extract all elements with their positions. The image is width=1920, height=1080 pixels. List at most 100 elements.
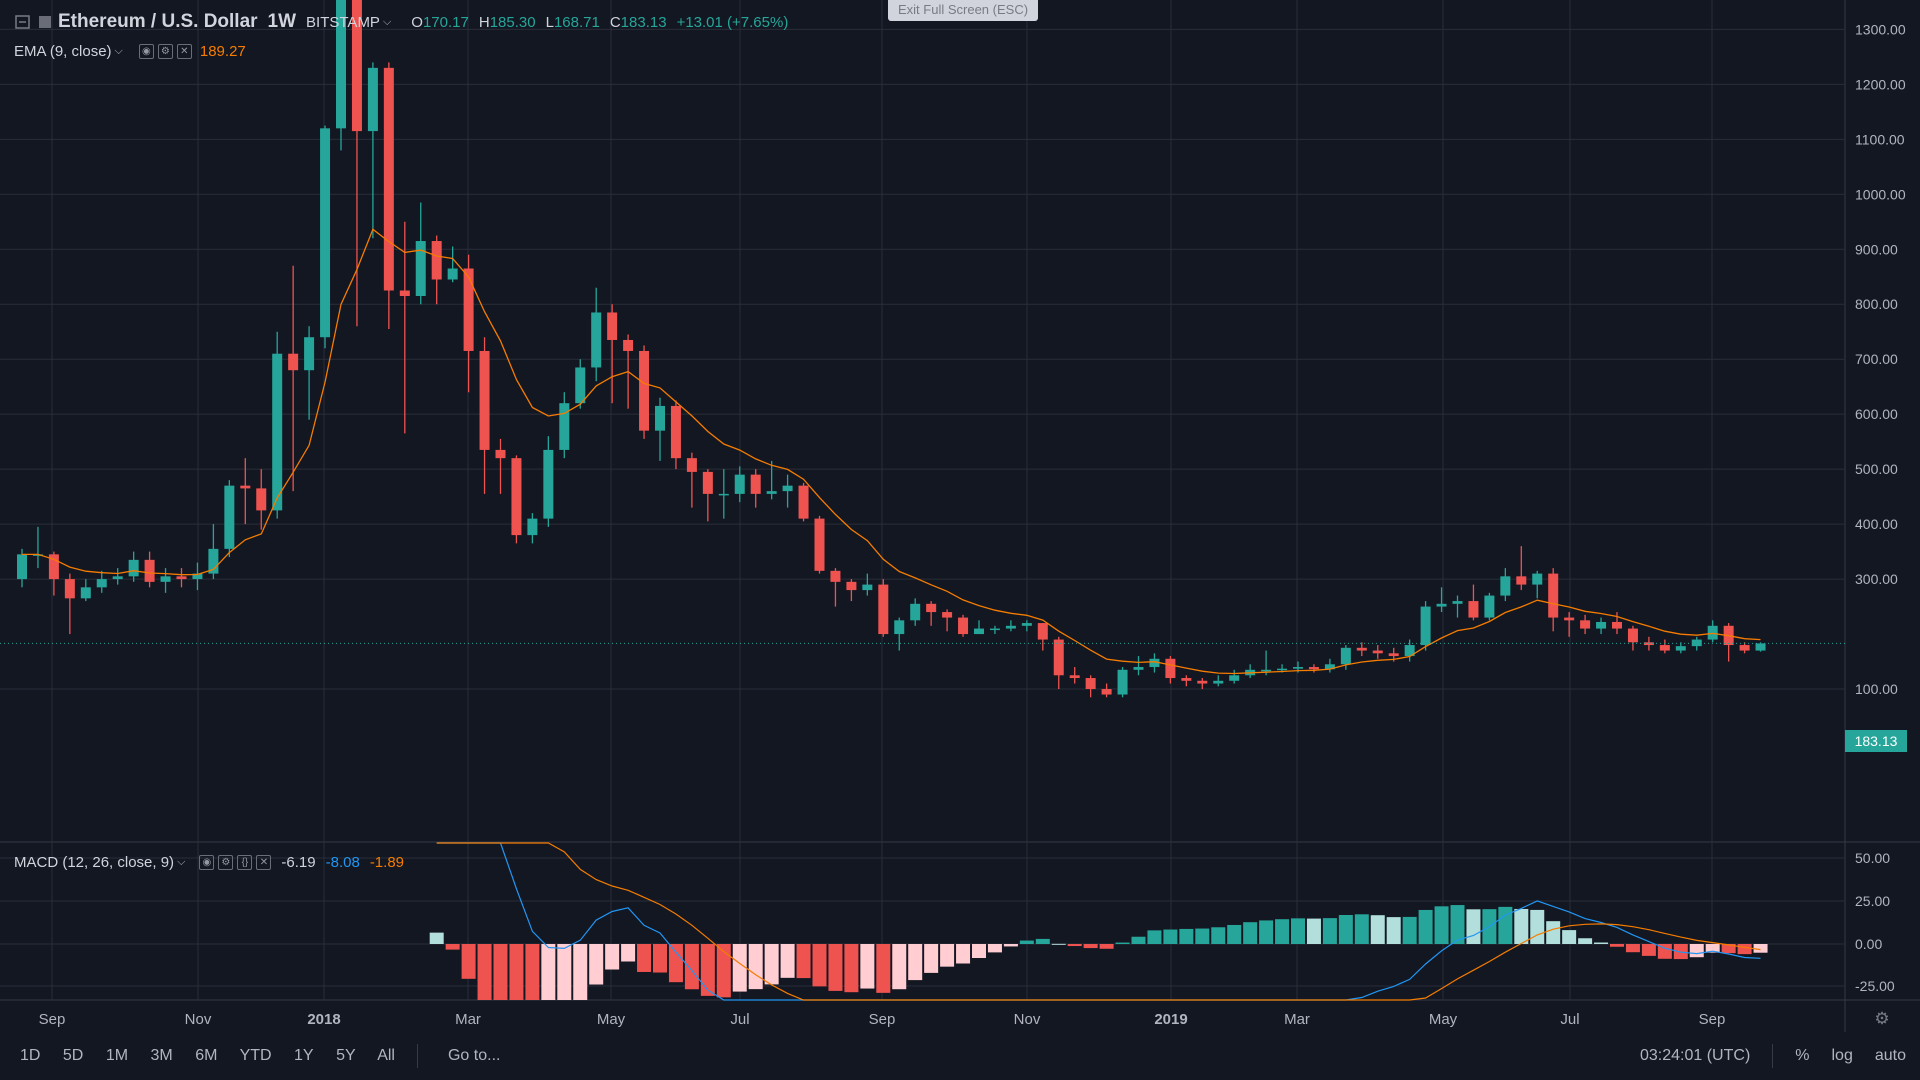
- candle-body: [1277, 668, 1288, 671]
- macd-histogram-bar: [844, 944, 859, 993]
- price-axis-label: 700.00: [1855, 351, 1898, 367]
- settings-icon[interactable]: ⚙: [1874, 1009, 1889, 1028]
- macd-histogram-bar: [812, 944, 827, 987]
- bottom-toolbar: 1D 5D 1M 3M 6M YTD 1Y 5Y All Go to... 03…: [0, 1032, 1920, 1080]
- symbol-header: Ethereum / U.S. Dollar 1W BITSTAMP ⌵ O 1…: [14, 10, 788, 34]
- collapse-icon[interactable]: [14, 13, 32, 31]
- macd-histogram-bar: [764, 944, 779, 985]
- macd-histogram-bar: [1466, 909, 1481, 944]
- macd-histogram-bar: [700, 944, 715, 996]
- macd-histogram-bar: [1003, 944, 1018, 947]
- eye-icon[interactable]: ◉: [138, 44, 154, 59]
- candle-body: [415, 241, 426, 296]
- macd-histogram-bar: [541, 944, 556, 1000]
- symbol-name[interactable]: Ethereum / U.S. Dollar: [58, 11, 258, 32]
- range-1y[interactable]: 1Y: [294, 1047, 314, 1064]
- macd-line: [436, 842, 1761, 1001]
- auto-toggle[interactable]: auto: [1874, 1047, 1906, 1064]
- exit-fullscreen-button[interactable]: Exit Full Screen (ESC): [888, 0, 1039, 21]
- candle-body: [1197, 680, 1208, 684]
- candle-body: [208, 548, 219, 574]
- range-5y[interactable]: 5Y: [336, 1047, 356, 1064]
- price-axis-label: 900.00: [1855, 241, 1898, 257]
- macd-histogram-bar: [589, 944, 604, 985]
- candle-body: [511, 458, 522, 536]
- macd-histogram-bar: [557, 944, 572, 1000]
- chevron-down-icon[interactable]: ⌵: [114, 45, 123, 57]
- macd-legend[interactable]: MACD (12, 26, close, 9) ⌵ ◉ ⚙ {} ✕ -6.19…: [14, 854, 404, 871]
- open-value: 170.17: [422, 13, 469, 31]
- candle-body: [383, 67, 394, 291]
- interval-label[interactable]: 1W: [267, 11, 297, 32]
- price-axis-label: 1100.00: [1855, 131, 1905, 147]
- ema-label[interactable]: EMA (9, close): [14, 43, 112, 60]
- candle-body: [1229, 675, 1240, 681]
- candle-body: [1739, 645, 1750, 651]
- candle-body: [670, 405, 681, 459]
- eye-icon[interactable]: ◉: [199, 855, 215, 870]
- time-axis-label: Sep: [869, 1011, 896, 1028]
- candle-body: [655, 405, 665, 431]
- candle-body: [399, 290, 410, 296]
- macd-histogram-bar: [1035, 938, 1050, 944]
- chevron-down-icon[interactable]: ⌵: [382, 15, 392, 28]
- range-1d[interactable]: 1D: [20, 1047, 41, 1064]
- candle-body: [846, 581, 857, 591]
- candle-body: [1532, 573, 1543, 585]
- candle-body: [304, 337, 315, 371]
- log-toggle[interactable]: log: [1831, 1047, 1853, 1064]
- macd-signal-line: [436, 842, 1761, 1001]
- macd-histogram-bar: [509, 944, 524, 1000]
- candle-body: [623, 339, 634, 351]
- candle-body: [639, 350, 650, 431]
- range-1m[interactable]: 1M: [105, 1047, 129, 1064]
- macd-axis-label: -25.00: [1855, 978, 1895, 994]
- range-6m[interactable]: 6M: [195, 1047, 218, 1064]
- close-icon[interactable]: ✕: [176, 44, 192, 59]
- date-range-selector: 1D 5D 1M 3M 6M YTD 1Y 5Y All: [20, 1047, 413, 1065]
- source-code-icon[interactable]: {}: [237, 855, 253, 870]
- candle-body: [974, 628, 984, 635]
- candle-body: [989, 628, 1000, 631]
- candle-body: [1356, 647, 1367, 651]
- candle-body: [1053, 639, 1064, 676]
- candle-body: [1308, 667, 1319, 670]
- price-axis-label: 1200.00: [1855, 76, 1906, 92]
- macd-histogram-bar: [605, 944, 620, 970]
- macd-histogram-bar: [1594, 942, 1609, 944]
- ema-legend[interactable]: EMA (9, close) ⌵ ◉ ⚙ ✕ 189.27: [14, 43, 246, 60]
- price-chart[interactable]: 1500.001400.001300.001200.001100.001000.…: [0, 0, 1920, 1032]
- gear-icon[interactable]: ⚙: [218, 855, 234, 870]
- macd-histogram-bar: [892, 944, 907, 990]
- candle-body: [1420, 606, 1431, 646]
- macd-histogram-bar: [908, 944, 923, 981]
- candle-body: [1117, 669, 1128, 695]
- range-3m[interactable]: 3M: [150, 1047, 173, 1064]
- clock[interactable]: 03:24:01 (UTC): [1640, 1047, 1751, 1064]
- percent-toggle[interactable]: %: [1795, 1047, 1810, 1064]
- candle-body: [766, 491, 777, 494]
- close-icon[interactable]: ✕: [256, 855, 272, 870]
- macd-histogram-bar: [1338, 915, 1353, 944]
- range-5d[interactable]: 5D: [62, 1047, 84, 1064]
- range-all[interactable]: All: [377, 1047, 395, 1064]
- candle-body: [240, 485, 251, 489]
- macd-label[interactable]: MACD (12, 26, close, 9): [14, 854, 175, 871]
- time-axis-label: Sep: [1699, 1011, 1726, 1028]
- ema-line: [22, 228, 1761, 675]
- macd-histogram-bar: [1306, 918, 1321, 944]
- time-axis-label: 2018: [307, 1011, 340, 1028]
- macd-histogram-bar: [1498, 906, 1513, 944]
- candle-body: [1085, 678, 1096, 690]
- chevron-down-icon[interactable]: ⌵: [177, 856, 186, 868]
- macd-histogram-bar: [796, 944, 811, 979]
- macd-histogram-bar: [1131, 936, 1146, 944]
- candle-body: [1261, 669, 1272, 672]
- gear-icon[interactable]: ⚙: [157, 44, 173, 59]
- macd-histogram-bar: [1019, 940, 1034, 944]
- symbol-logo-icon: [36, 13, 54, 31]
- goto-button[interactable]: Go to...: [447, 1047, 501, 1064]
- range-ytd[interactable]: YTD: [239, 1047, 272, 1064]
- candle-body: [96, 579, 107, 588]
- candle-body: [814, 518, 825, 571]
